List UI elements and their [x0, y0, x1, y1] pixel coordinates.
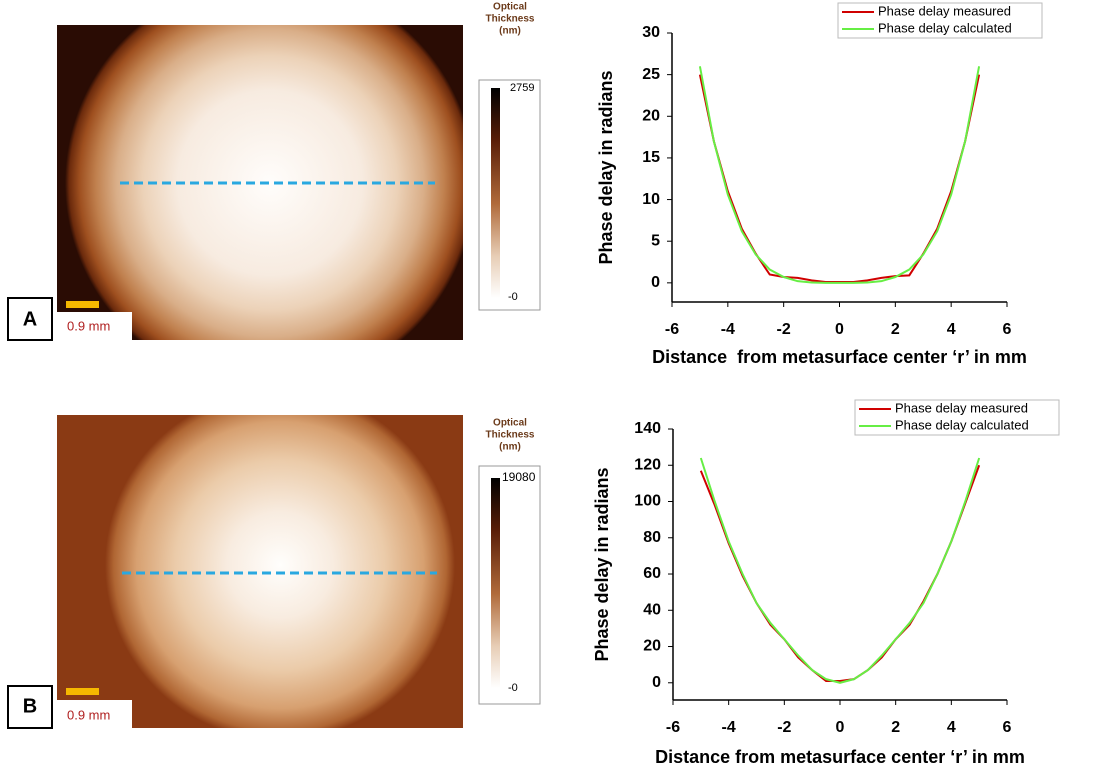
heatmap-a: 0.9 mm A: [7, 25, 463, 341]
colorbar-max: 19080: [502, 470, 536, 484]
x-tick-label: -6: [666, 719, 680, 736]
colorbar-a: Optical Thickness (nm) 2759 -0: [478, 2, 541, 311]
legend-label: Phase delay calculated: [895, 417, 1029, 432]
legend-label: Phase delay calculated: [878, 20, 1012, 35]
y-tick-label: 80: [643, 529, 661, 546]
colorbar-b: Optical Thickness (nm) 19080 -0: [478, 418, 541, 705]
legend: Phase delay measured Phase delay calculat…: [837, 2, 1043, 39]
colorbar-title: (nm): [499, 442, 521, 453]
y-axis-title: Phase delay in radians: [592, 467, 612, 661]
y-tick-label: 10: [642, 191, 660, 208]
colorbar-min: -0: [508, 682, 518, 694]
y-tick-label: 30: [642, 24, 660, 41]
y-tick-label: 15: [642, 149, 660, 166]
legend-label: Phase delay measured: [895, 400, 1028, 415]
panel-label: A: [23, 308, 37, 330]
colorbar-title: Optical: [493, 2, 527, 13]
y-tick-label: 0: [652, 674, 661, 691]
y-tick-label: 140: [634, 420, 661, 437]
colorbar-title: Optical: [493, 418, 527, 429]
data-line: [699, 457, 981, 684]
colorbar-max: 2759: [510, 82, 534, 94]
y-tick-label: 5: [651, 232, 660, 249]
panel-label: B: [23, 695, 37, 717]
y-tick-label: 20: [643, 638, 661, 655]
colorbar-title: Thickness: [486, 430, 535, 441]
y-tick-label: 0: [651, 274, 660, 291]
y-tick-label: 25: [642, 66, 660, 83]
y-tick-label: 20: [642, 108, 660, 125]
legend-label: Phase delay measured: [878, 3, 1011, 18]
x-tick-label: 2: [891, 719, 900, 736]
x-tick-label: -2: [777, 719, 791, 736]
y-axis-title: Phase delay in radians: [596, 70, 616, 264]
x-tick-label: 6: [1003, 321, 1012, 338]
x-axis-title: Distance from metasurface center ‘r’ in …: [655, 747, 1025, 767]
legend-box: [837, 2, 1043, 39]
y-tick-label: 60: [643, 565, 661, 582]
heatmap-b: 0.9 mm B: [7, 415, 463, 729]
x-tick-label: 0: [836, 719, 845, 736]
x-tick-label: -4: [721, 321, 735, 338]
x-tick-label: -4: [722, 719, 736, 736]
y-tick-label: 40: [643, 601, 661, 618]
x-tick-label: 4: [947, 719, 956, 736]
x-tick-label: -6: [665, 321, 679, 338]
x-tick-label: 2: [891, 321, 900, 338]
data-line: [698, 66, 981, 284]
y-tick-label: 100: [634, 493, 661, 510]
colorbar-title: Thickness: [486, 14, 535, 25]
legend-box: [854, 399, 1060, 436]
colorbar-min: -0: [508, 291, 518, 303]
x-tick-label: 6: [1003, 719, 1012, 736]
scale-bar-label: 0.9 mm: [67, 318, 110, 333]
data-line: [698, 74, 981, 284]
x-tick-label: 0: [835, 321, 844, 338]
x-tick-label: -2: [777, 321, 791, 338]
legend: Phase delay measured Phase delay calculat…: [854, 399, 1060, 436]
colorbar-title: (nm): [499, 26, 521, 37]
scale-bar-label: 0.9 mm: [67, 707, 110, 722]
y-tick-label: 120: [634, 456, 661, 473]
x-axis-title: Distance from metasurface center ‘r’ in …: [652, 347, 1027, 367]
x-tick-label: 4: [947, 321, 956, 338]
